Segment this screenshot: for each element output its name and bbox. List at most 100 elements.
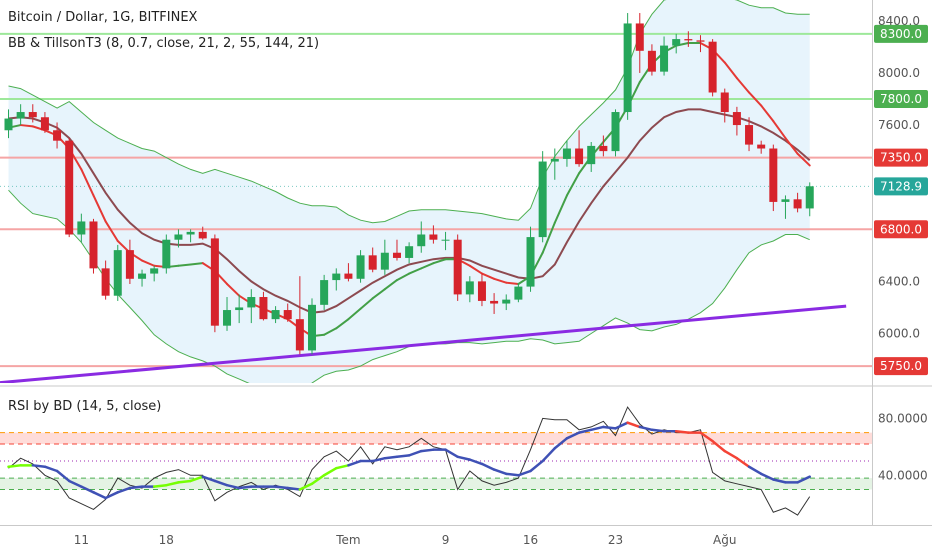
candle-body — [550, 158, 559, 162]
tillson-t3-fast-segment — [553, 194, 568, 224]
candle-body — [417, 234, 426, 247]
candle-body — [453, 239, 462, 295]
price-tick-label: 6000.0 — [878, 326, 920, 340]
time-tick-label: 9 — [442, 533, 450, 547]
rsi-smooth-segment — [711, 439, 727, 453]
candle-body — [720, 92, 729, 113]
candle-body — [125, 250, 134, 279]
rsi-smooth-segment — [274, 485, 289, 490]
tillson-t3-fast-segment — [541, 221, 556, 254]
rsi-smooth-segment — [529, 459, 544, 473]
time-tick-label: Tem — [335, 533, 360, 547]
tillson-t3-slow — [8, 108, 811, 314]
price-pane — [0, 0, 872, 383]
rsi-smooth-segment — [723, 449, 739, 460]
candle-body — [162, 239, 171, 269]
candle-body — [210, 238, 219, 326]
rsi-smooth-segment — [638, 425, 654, 432]
rsi-smooth-segment — [747, 465, 763, 476]
rsi-smooth-segment — [371, 456, 387, 463]
tillson-t3-fast-segment — [335, 318, 350, 330]
rsi-smooth-segment — [699, 431, 714, 443]
candle-body — [781, 199, 790, 202]
rsi-smooth-segment — [395, 454, 411, 459]
candle-body — [514, 286, 523, 300]
candle-body — [441, 239, 450, 241]
price-tick-label: 7600.0 — [878, 118, 920, 132]
candle-body — [635, 23, 644, 51]
candle-body — [4, 118, 13, 131]
rsi-smooth-segment — [468, 458, 484, 466]
candle-body — [732, 112, 741, 126]
tillson-t3-fast-segment — [468, 264, 483, 275]
rsi-smooth-segment — [7, 464, 22, 468]
candle-body — [198, 231, 207, 239]
price-badge-label: 7350.0 — [880, 151, 922, 165]
rsi-tick-label: 40.0000 — [878, 468, 928, 482]
candle-body — [344, 273, 353, 279]
support-trendline — [0, 304, 847, 383]
tillson-t3-fast-segment — [104, 220, 119, 243]
rsi-smooth-segment — [553, 437, 569, 450]
tillson-t3-fast-segment — [420, 262, 435, 270]
candle-body — [40, 117, 49, 131]
tillson-t3-fast-segment — [323, 327, 338, 336]
rsi-smooth-segment — [407, 449, 423, 457]
candle-body — [150, 268, 159, 274]
candle-body — [805, 186, 814, 209]
rsi-smooth-segment — [565, 431, 581, 440]
rsi-tick-label: 80.0000 — [878, 411, 928, 425]
rsi-smooth-segment — [322, 466, 338, 477]
price-badge — [874, 357, 928, 376]
rsi-smooth-segment — [577, 428, 593, 434]
rsi-smooth-segment — [420, 448, 435, 453]
price-badge — [874, 177, 928, 196]
rsi-smooth-segment — [310, 474, 326, 486]
rsi-smooth-segment — [165, 481, 180, 487]
price-badge — [874, 148, 928, 167]
price-badge-label: 7800.0 — [880, 92, 922, 106]
rsi-smooth-segment — [541, 447, 557, 463]
rsi-smooth-segment — [796, 475, 811, 484]
tillson-t3-fast-segment — [735, 77, 751, 94]
candle-body — [502, 299, 511, 304]
tillson-t3-fast-segment — [796, 152, 811, 167]
time-tick-label: 18 — [159, 533, 174, 547]
candle-body — [271, 310, 280, 320]
price-badge-label: 7128.9 — [880, 179, 922, 193]
candle-body — [477, 281, 486, 301]
candle-body — [77, 221, 86, 235]
price-badge — [874, 90, 928, 109]
candle-body — [223, 310, 232, 326]
candle-body — [320, 280, 329, 305]
tillson-t3-fast-segment — [432, 258, 447, 265]
tillson-t3-fast-segment — [226, 282, 241, 297]
candle-body — [101, 268, 110, 296]
rsi-smooth-segment — [189, 475, 204, 483]
time-tick-label: 16 — [523, 533, 538, 547]
rsi-smooth-segment — [626, 421, 642, 429]
rsi-smooth-segment — [43, 465, 59, 473]
candle-body — [647, 50, 656, 72]
rsi-smooth-segment — [517, 469, 532, 477]
candle-body — [465, 281, 474, 295]
price-badge — [874, 220, 928, 239]
tillson-t3-fast-segment — [505, 281, 520, 285]
tillson-t3-fast-segment — [760, 104, 775, 123]
candle-body — [769, 148, 778, 202]
rsi-smooth-segment — [286, 486, 302, 491]
price-tick-label: 6400.0 — [878, 274, 920, 288]
candle-body — [623, 23, 632, 113]
candle-body — [392, 252, 401, 258]
candle-body — [672, 39, 681, 46]
candle-body — [53, 130, 62, 141]
rsi-smooth-segment — [735, 456, 751, 468]
price-badge-label: 8300.0 — [880, 27, 922, 41]
candle-body — [283, 310, 292, 320]
rsi-smooth-segment — [201, 475, 217, 483]
tillson-t3-fast-segment — [371, 288, 386, 300]
tillson-t3-fast-segment — [347, 307, 362, 321]
candle-body — [611, 112, 620, 152]
